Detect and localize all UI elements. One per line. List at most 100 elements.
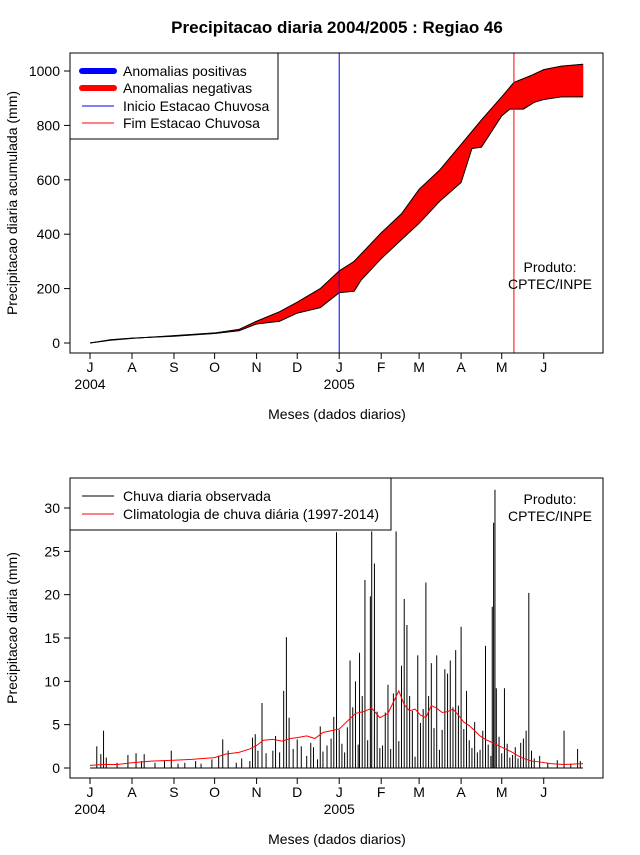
anomaly-segment-negative-82 xyxy=(312,292,315,310)
anomaly-segment-negative-166 xyxy=(540,70,543,100)
top-x-tick-label-3: O xyxy=(209,359,220,375)
anomaly-segment-negative-174 xyxy=(561,66,564,97)
top-x-tick-label-6: J xyxy=(336,359,343,375)
anomaly-segment-negative-126 xyxy=(431,175,434,210)
anomaly-segment-negative-136 xyxy=(458,144,461,184)
legend-label-climatology: Climatologia de chuva diária (1997-2014) xyxy=(123,506,379,522)
top-y-tick-label-400: 400 xyxy=(37,226,61,242)
anomaly-segment-negative-97 xyxy=(353,260,356,291)
bottom-annotation-line2: CPTEC/INPE xyxy=(508,508,592,524)
anomaly-segment-negative-180 xyxy=(578,64,581,96)
top-y-tick-label-800: 800 xyxy=(37,117,61,133)
anomaly-segment-negative-172 xyxy=(556,67,559,98)
bottom-y-axis-label: Precipitacao diaria (mm) xyxy=(4,552,20,704)
anomaly-segment-negative-103 xyxy=(369,243,372,272)
anomaly-segment-negative-89 xyxy=(331,276,334,299)
top-x-tick-label-4: N xyxy=(252,359,262,375)
anomaly-segment-negative-164 xyxy=(534,73,537,103)
bottom-y-tick-label-10: 10 xyxy=(44,673,60,689)
bottom-x-tick-label-2: S xyxy=(169,784,178,800)
legend-label-observed: Chuva diaria observada xyxy=(123,488,271,504)
top-x-tick-label-7: F xyxy=(377,359,386,375)
anomaly-segment-negative-114 xyxy=(399,214,402,242)
bottom-y-tick-label-15: 15 xyxy=(44,630,60,646)
anomaly-segment-negative-130 xyxy=(442,164,445,199)
bottom-x-tick-label-6: J xyxy=(336,784,343,800)
anomaly-segment-negative-121 xyxy=(418,188,421,225)
anomaly-segment-negative-109 xyxy=(385,226,388,254)
anomaly-segment-negative-131 xyxy=(445,161,448,197)
top-y-tick-label-600: 600 xyxy=(37,172,61,188)
anomaly-segment-negative-178 xyxy=(572,65,575,97)
anomaly-segment-negative-106 xyxy=(377,234,380,263)
anomaly-segment-negative-94 xyxy=(345,266,348,292)
anomaly-segment-negative-173 xyxy=(559,66,562,97)
top-y-axis-label: Precipitacao diaria acumulada (mm) xyxy=(4,91,20,315)
bottom-y-tick-label-20: 20 xyxy=(44,587,60,603)
anomaly-segment-negative-93 xyxy=(342,267,345,292)
anomaly-segment-negative-176 xyxy=(567,65,570,96)
top-y-tick-label-1000: 1000 xyxy=(29,63,60,79)
bottom-x-tick-label-4: N xyxy=(252,784,262,800)
anomaly-segment-negative-100 xyxy=(361,251,364,280)
anomaly-segment-negative-177 xyxy=(569,65,572,97)
anomaly-segment-negative-154 xyxy=(507,87,510,111)
anomaly-segment-negative-128 xyxy=(437,170,440,204)
anomaly-segment-negative-90 xyxy=(334,273,337,297)
anomaly-segment-negative-160 xyxy=(523,78,526,110)
anomaly-segment-negative-110 xyxy=(388,224,391,252)
top-annotation-line1: Produto: xyxy=(524,259,577,275)
anomaly-segment-negative-96 xyxy=(350,262,353,291)
anomaly-segment-negative-79 xyxy=(304,297,307,312)
bottom-x-tick-label-9: A xyxy=(456,784,466,800)
bottom-y-tick-label-25: 25 xyxy=(44,543,60,559)
anomaly-segment-negative-105 xyxy=(374,237,377,266)
top-year-label-0: 2004 xyxy=(74,376,105,392)
anomaly-segment-negative-104 xyxy=(372,240,375,269)
anomaly-segment-negative-165 xyxy=(537,72,540,102)
anomaly-segment-negative-158 xyxy=(518,80,521,109)
anomaly-segment-negative-77 xyxy=(299,300,302,313)
anomaly-segment-negative-115 xyxy=(402,210,405,240)
anomaly-segment-negative-81 xyxy=(309,293,312,310)
bottom-x-tick-label-10: M xyxy=(496,784,508,800)
anomaly-segment-negative-157 xyxy=(515,81,518,109)
bottom-x-tick-label-3: O xyxy=(209,784,220,800)
top-x-tick-label-8: M xyxy=(413,359,425,375)
anomaly-segment-negative-118 xyxy=(410,199,413,232)
anomaly-segment-negative-125 xyxy=(429,178,432,213)
observed-rain-spikes xyxy=(90,490,583,768)
legend-label-negative: Anomalias negativas xyxy=(123,80,252,96)
top-x-tick-label-11: J xyxy=(540,359,547,375)
anomaly-segment-negative-168 xyxy=(545,69,548,100)
anomaly-segment-negative-171 xyxy=(553,67,556,98)
anomaly-segment-negative-143 xyxy=(477,122,480,148)
anomaly-segment-negative-132 xyxy=(448,157,451,194)
anomaly-segment-negative-87 xyxy=(326,281,329,303)
top-annotation-line2: CPTEC/INPE xyxy=(508,276,592,292)
top-year-label-1: 2005 xyxy=(324,376,355,392)
bottom-year-label-0: 2004 xyxy=(74,801,105,817)
top-x-tick-label-9: A xyxy=(456,359,466,375)
anomaly-segment-negative-78 xyxy=(301,298,304,312)
anomaly-segment-negative-179 xyxy=(575,65,578,97)
top-y-tick-label-200: 200 xyxy=(37,281,61,297)
anomaly-segment-negative-133 xyxy=(450,154,453,192)
bottom-x-tick-label-1: A xyxy=(127,784,137,800)
bottom-x-axis-label: Meses (dados diarios) xyxy=(268,831,406,847)
anomaly-segment-negative-88 xyxy=(328,278,331,301)
anomaly-segment-negative-169 xyxy=(548,68,551,99)
bottom-x-tick-label-11: J xyxy=(540,784,547,800)
bottom-legend: Chuva diaria observada Climatologia de c… xyxy=(70,478,391,530)
anomaly-segment-negative-155 xyxy=(510,84,513,109)
anomaly-segment-negative-163 xyxy=(532,74,535,104)
bottom-annotation-line1: Produto: xyxy=(524,491,577,507)
bottom-y-tick-label-30: 30 xyxy=(44,500,60,516)
top-x-tick-label-1: A xyxy=(127,359,137,375)
legend-label-positive: Anomalias positivas xyxy=(123,63,247,79)
bottom-legend-box xyxy=(70,478,391,530)
legend-label-end: Fim Estacao Chuvosa xyxy=(123,115,260,131)
